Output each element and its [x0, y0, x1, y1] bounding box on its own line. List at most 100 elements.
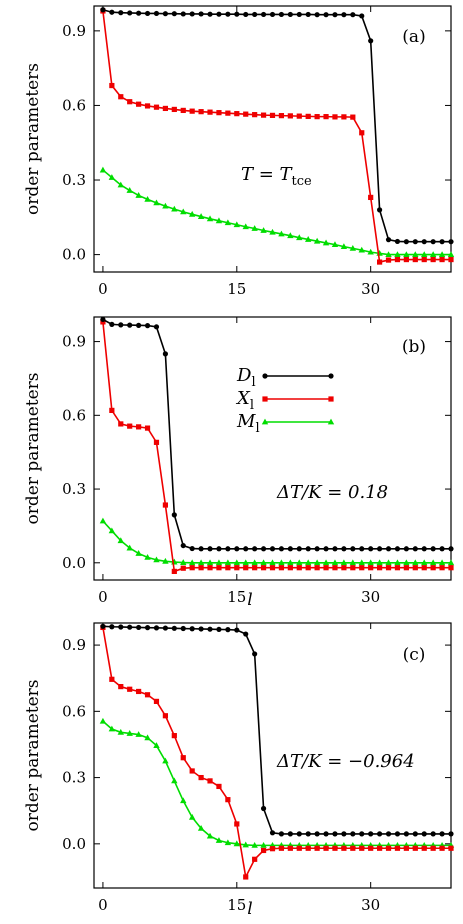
data-point [234, 11, 240, 17]
data-point [385, 546, 392, 552]
x-tick-label: 30 [361, 588, 380, 606]
data-point [135, 192, 142, 198]
data-point [206, 832, 214, 839]
data-point [100, 623, 106, 629]
data-point [314, 845, 320, 851]
data-point [198, 565, 204, 571]
data-point [198, 109, 204, 115]
data-point [385, 831, 392, 837]
y-axis-title: order parameters [23, 372, 43, 524]
data-point [180, 625, 186, 632]
y-tick-label: 0.0 [62, 554, 86, 572]
data-point [394, 256, 401, 263]
data-point [127, 423, 133, 429]
data-point [314, 831, 320, 837]
data-point [171, 512, 177, 518]
data-point [136, 624, 142, 631]
data-point [314, 546, 320, 552]
data-point [136, 688, 142, 695]
data-point [377, 831, 383, 837]
data-point [385, 565, 392, 571]
data-point [412, 256, 418, 263]
data-point [216, 11, 222, 17]
data-point [358, 559, 365, 566]
data-point [287, 845, 293, 851]
data-point [331, 241, 339, 248]
data-point [252, 11, 258, 18]
data-point [171, 106, 177, 113]
data-point [331, 559, 339, 566]
data-point [269, 559, 276, 566]
data-point [233, 840, 240, 847]
legend-marker [327, 418, 335, 425]
data-point [269, 846, 276, 852]
data-point [385, 251, 392, 257]
data-point [260, 559, 267, 566]
data-point [189, 108, 195, 114]
data-point [100, 316, 106, 323]
panel-b: 0.0 0.3 0.6 0.9 0 15 30 order parameters l (b) ΔT/… [23, 316, 455, 610]
data-point [171, 733, 177, 739]
data-point [323, 831, 329, 837]
y-tick-label: 0.9 [62, 333, 86, 351]
data-point [162, 557, 169, 564]
data-point [377, 565, 383, 571]
data-point [162, 757, 169, 764]
data-point [144, 10, 151, 17]
data-point [216, 783, 222, 790]
data-point [136, 322, 142, 328]
data-point [252, 856, 258, 862]
data-point [188, 210, 196, 217]
data-point [224, 559, 232, 566]
data-point [269, 112, 276, 118]
data-point [359, 845, 365, 851]
data-point [242, 559, 249, 566]
data-point [118, 10, 124, 16]
y-tick-label: 0.0 [62, 835, 86, 853]
data-point [305, 565, 311, 571]
data-point [323, 845, 329, 851]
data-point [126, 730, 133, 736]
data-point [341, 546, 347, 552]
data-point [162, 713, 168, 719]
data-point [224, 839, 232, 846]
data-point [144, 425, 151, 431]
data-point [189, 768, 195, 774]
data-point [144, 625, 151, 631]
data-point [171, 777, 178, 784]
panel-c: 0.0 0.3 0.6 0.9 0 15 30 order parameters l (c) ΔT/… [23, 622, 455, 919]
data-point [368, 845, 374, 851]
data-point [313, 559, 321, 566]
data-point [269, 228, 276, 235]
data-point [260, 546, 267, 552]
data-point [296, 11, 302, 18]
data-point [403, 559, 410, 566]
data-point [350, 546, 356, 552]
data-point [278, 559, 285, 566]
data-point [349, 244, 357, 251]
data-point [421, 256, 427, 263]
panel-label: (a) [402, 27, 425, 47]
data-point [242, 841, 249, 848]
data-point [252, 546, 258, 552]
data-point [377, 845, 383, 851]
data-point [439, 239, 445, 245]
data-point [251, 841, 258, 848]
data-point [394, 251, 401, 257]
data-point [385, 237, 392, 243]
data-point [162, 625, 168, 631]
parameter-annotation: T = Ttce [241, 164, 312, 189]
data-point [305, 236, 312, 242]
data-point [234, 565, 240, 571]
data-point [340, 559, 348, 566]
data-point [403, 239, 409, 245]
data-point [287, 831, 293, 837]
data-point [421, 239, 427, 245]
data-point [341, 114, 347, 120]
data-point [197, 824, 205, 831]
data-point [429, 251, 437, 257]
data-point [439, 565, 445, 571]
data-point [136, 101, 142, 107]
data-point [322, 559, 330, 566]
data-point [242, 223, 249, 230]
